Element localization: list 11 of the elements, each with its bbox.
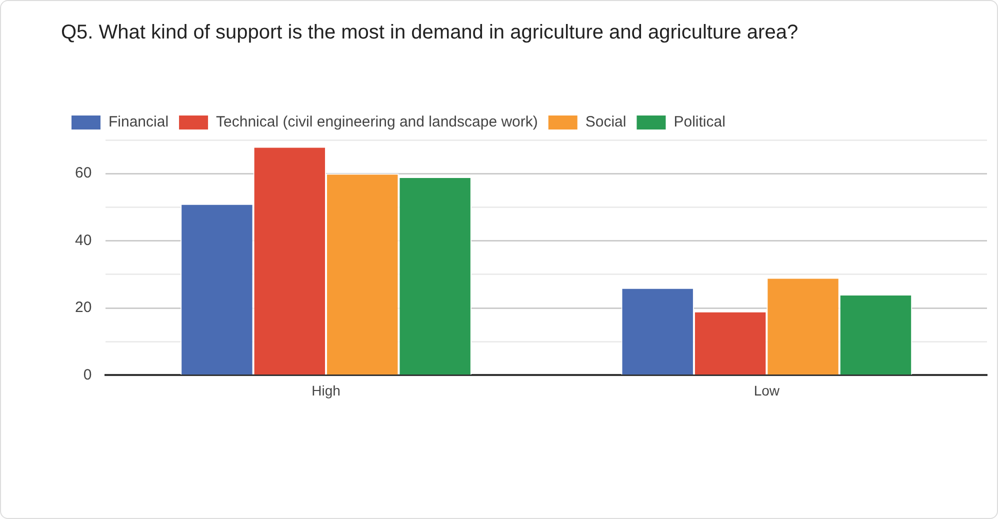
- y-tick-label: 60: [74, 164, 92, 182]
- legend-label: Social: [585, 114, 626, 131]
- y-tick-label: 0: [83, 366, 92, 384]
- y-tick-label: 40: [74, 232, 92, 249]
- legend-label: Political: [674, 114, 726, 131]
- legend-label: Financial: [108, 114, 169, 131]
- chart-title: Q5. What kind of support is the most in demand in agriculture and agriculture area?: [61, 22, 798, 44]
- x-tick-label: High: [312, 382, 340, 398]
- x-tick-label: Low: [754, 382, 780, 398]
- legend-label: Technical (civil engineering and landscape work): [216, 114, 538, 131]
- y-tick-label: 20: [74, 299, 92, 316]
